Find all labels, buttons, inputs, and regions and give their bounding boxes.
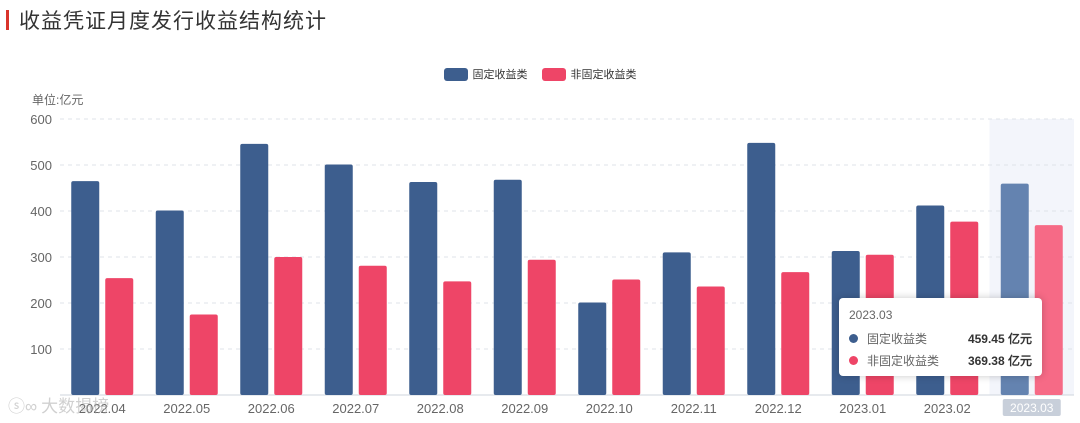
x-tick-label: 2022.11: [671, 401, 717, 416]
legend-swatch-fixed: [443, 67, 468, 81]
bar-fixed: [155, 210, 184, 395]
legend-item-fixed[interactable]: 固定收益类: [443, 66, 528, 82]
legend-label-nonfixed: 非固定收益类: [570, 69, 637, 81]
legend-swatch-nonfixed: [541, 67, 566, 81]
bar-fixed: [747, 142, 776, 395]
bar-nonfixed: [527, 259, 556, 395]
legend-label-fixed: 固定收益类: [472, 69, 528, 81]
tooltip: 2023.03 固定收益类 459.45 亿元 非固定收益类 369.38 亿元: [839, 298, 1042, 376]
bar-nonfixed: [443, 281, 472, 395]
watermark: ⓢ∞ 大数揭榜: [8, 392, 109, 417]
watermark-logo-icon: ⓢ∞: [8, 397, 38, 416]
x-tick-label: 2022.07: [332, 401, 379, 416]
bar-nonfixed: [781, 272, 810, 395]
x-tick-label: 2023.02: [924, 401, 971, 416]
y-tick-label: 600: [30, 112, 52, 127]
x-tick-label: 2022.06: [248, 401, 295, 416]
title-bar: 收益凭证月度发行收益结构统计: [0, 6, 327, 34]
x-tick-label: 2022.09: [501, 401, 548, 416]
tooltip-title: 2023.03: [849, 308, 893, 322]
unit-label: 单位:亿元: [32, 93, 84, 107]
tooltip-dot-fixed: [849, 333, 858, 343]
y-tick-label: 200: [30, 296, 52, 311]
x-tick-label: 2022.04: [79, 401, 126, 416]
watermark-text: 大数揭榜: [41, 397, 110, 416]
bar-fixed: [493, 179, 522, 395]
bar-nonfixed: [189, 314, 218, 395]
y-tick-label: 500: [30, 158, 52, 173]
legend: 固定收益类 非固定收益类: [0, 66, 1080, 82]
bar-nonfixed: [274, 257, 303, 395]
bar-fixed: [71, 181, 100, 395]
tooltip-value-fixed: 459.45 亿元: [967, 331, 1032, 346]
tooltip-name-fixed: 固定收益类: [867, 331, 928, 346]
x-tick-label: 2023.03: [1010, 401, 1054, 415]
x-tick-label: 2022.12: [755, 401, 802, 416]
x-tick-label: 2023.01: [839, 401, 886, 416]
tooltip-row-fixed: 固定收益类 459.45 亿元: [849, 331, 1032, 346]
x-tick-label: 2022.08: [417, 401, 464, 416]
y-tick-label: 400: [30, 204, 52, 219]
bar-nonfixed: [105, 278, 134, 395]
bar-nonfixed: [612, 279, 641, 395]
bar-fixed: [324, 164, 353, 395]
y-tick-label: 300: [30, 250, 52, 265]
bar-fixed: [240, 143, 269, 395]
x-tick-highlight-bg: [1002, 399, 1061, 416]
x-tick-label: 2022.10: [586, 401, 633, 416]
bar-nonfixed: [696, 286, 725, 395]
chart-title: 收益凭证月度发行收益结构统计: [19, 10, 327, 33]
tooltip-row-nonfixed: 非固定收益类 369.38 亿元: [849, 353, 1032, 368]
tooltip-dot-nonfixed: [849, 355, 858, 365]
bar-fixed: [662, 252, 691, 395]
tooltip-name-nonfixed: 非固定收益类: [867, 353, 940, 368]
tooltip-value-nonfixed: 369.38 亿元: [967, 353, 1032, 368]
title-accent: [6, 10, 9, 30]
bar-fixed: [578, 302, 607, 395]
x-tick-label: 2022.05: [163, 401, 210, 416]
y-tick-label: 100: [30, 342, 52, 357]
bar-nonfixed: [358, 265, 387, 395]
bar-fixed: [409, 182, 438, 395]
legend-item-nonfixed[interactable]: 非固定收益类: [541, 66, 637, 82]
